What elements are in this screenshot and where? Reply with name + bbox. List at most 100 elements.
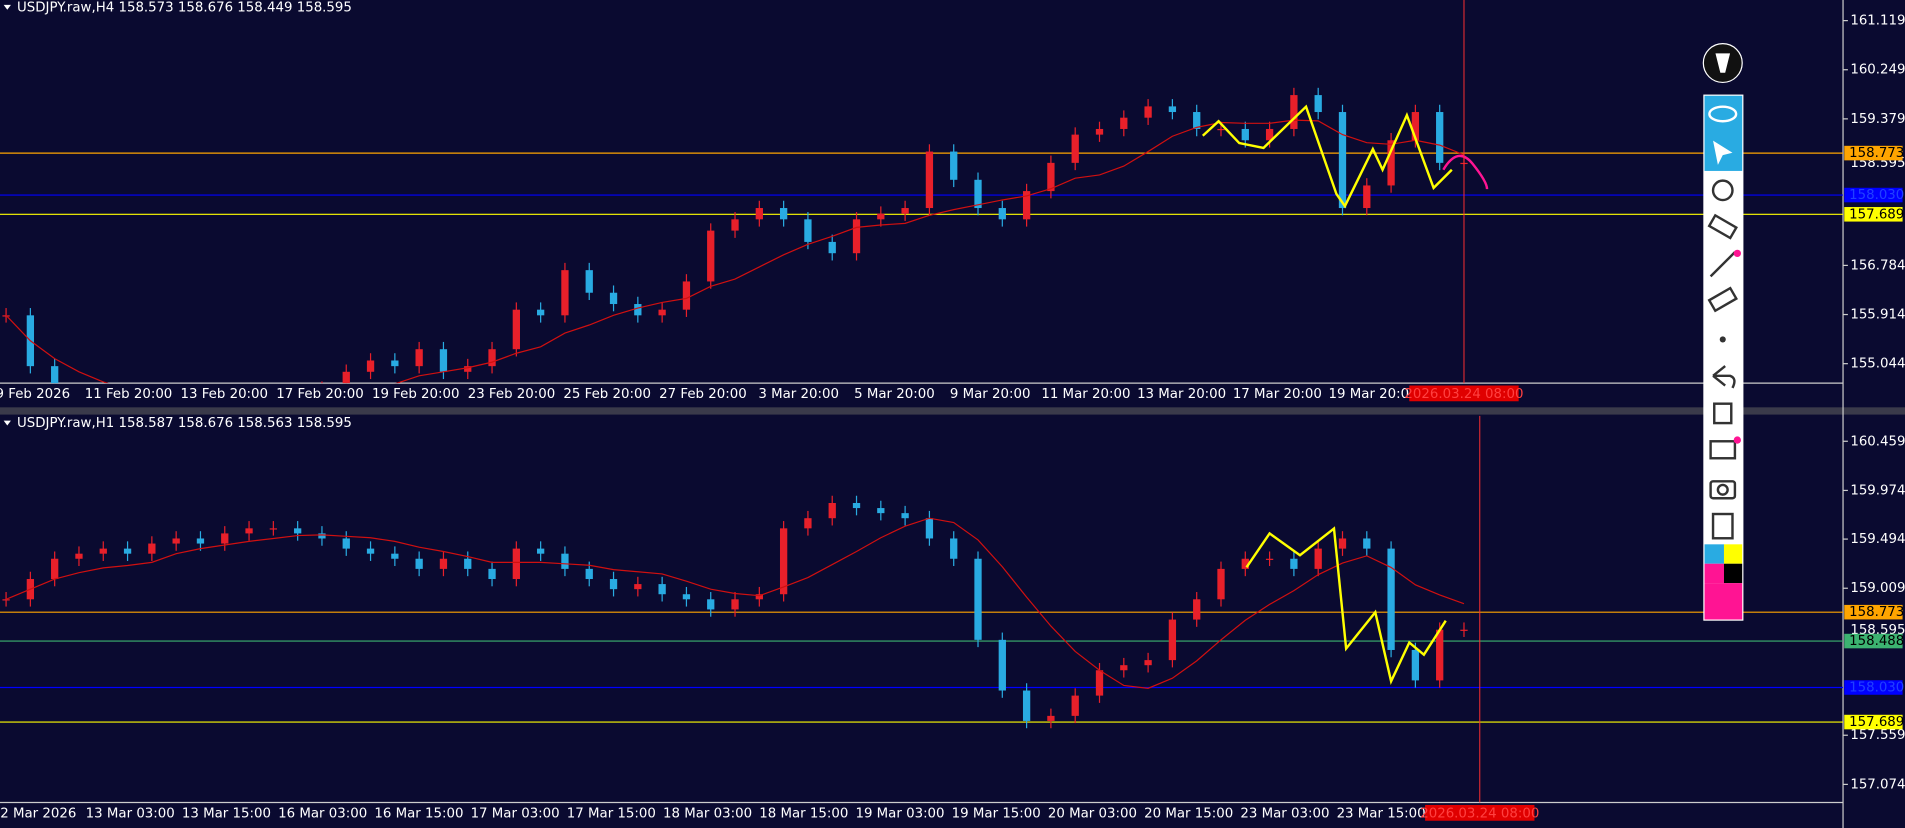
candle-body — [1022, 191, 1031, 220]
candle-body — [415, 558, 423, 569]
price-tick-label: 159.009 — [1850, 581, 1905, 596]
indicator-dot — [1733, 249, 1741, 258]
color-swatch[interactable] — [1704, 544, 1724, 564]
candle-body — [950, 151, 958, 180]
candle-body — [707, 599, 715, 610]
eraser-tool[interactable] — [1707, 213, 1738, 240]
dot-tool[interactable] — [1719, 336, 1726, 343]
candle-body — [1168, 619, 1177, 661]
level-tag — [1844, 187, 1903, 203]
magnet-tool[interactable] — [1711, 179, 1734, 202]
candle-body — [1338, 112, 1347, 209]
candle-body — [974, 179, 982, 209]
level-label: 157.689 — [1849, 715, 1904, 730]
candle-body — [804, 518, 812, 529]
price-tick-label: 156.784 — [1850, 258, 1905, 273]
time-label: 13 Mar 15:00 — [182, 806, 271, 821]
zigzag — [1201, 104, 1453, 209]
candle-body — [1290, 95, 1298, 129]
candle-body — [536, 309, 545, 316]
pen-tool[interactable] — [1707, 286, 1738, 313]
candle-body — [1095, 128, 1104, 135]
time-label: 17 Mar 03:00 — [471, 806, 560, 821]
time-label: 12 Mar 2026 — [0, 806, 76, 821]
line-tool[interactable] — [1709, 251, 1736, 278]
crosshair-tag — [1409, 385, 1519, 402]
time-label: 27 Feb 20:00 — [659, 387, 747, 402]
candle-body — [342, 538, 350, 549]
crosshair-label: 2026.03.24 08:00 — [1420, 806, 1539, 821]
candle-body — [439, 349, 448, 372]
candle-body — [1338, 538, 1347, 549]
candle-body — [1411, 649, 1420, 681]
screenshot-tool[interactable] — [1709, 480, 1737, 500]
template-tool[interactable] — [1709, 440, 1737, 460]
moving-average — [5, 517, 1465, 689]
candle-body — [682, 594, 691, 600]
candle-body — [1436, 629, 1444, 681]
time-label: 23 Mar 03:00 — [1240, 806, 1329, 821]
candle-body — [901, 513, 909, 519]
candle-body — [609, 292, 618, 305]
candle-body — [439, 558, 448, 569]
candle-body — [1460, 629, 1468, 631]
candle-body — [634, 304, 642, 316]
time-label: 19 Feb 20:00 — [372, 387, 460, 402]
delete-tool[interactable] — [1713, 402, 1733, 425]
candle-body — [707, 230, 715, 282]
lens — [1716, 483, 1729, 496]
candle-body — [779, 528, 788, 595]
level-label: 158.773 — [1849, 146, 1904, 161]
candle-body — [585, 270, 593, 293]
candle-body — [2, 599, 10, 601]
time-label: 18 Mar 03:00 — [663, 806, 752, 821]
candle-body — [1436, 112, 1444, 163]
time-label: 16 Mar 03:00 — [278, 806, 367, 821]
level-label: 158.030 — [1849, 680, 1904, 695]
zigzag — [1245, 526, 1447, 686]
color-swatch[interactable] — [1704, 563, 1724, 584]
price-tick-label: 157.559 — [1850, 728, 1905, 743]
chart-header: USDJPY.raw,H1 158.587 158.676 158.563 15… — [17, 416, 352, 431]
time-label: 9 Feb 2026 — [0, 387, 70, 402]
drawing-toolbar — [1702, 43, 1744, 621]
candle-body — [1241, 558, 1249, 569]
level-tag — [1844, 633, 1903, 649]
candle-body — [342, 371, 350, 384]
candle-body — [1314, 548, 1322, 569]
candle-body — [536, 548, 545, 554]
clipboard-tool[interactable] — [1711, 512, 1734, 540]
candle-body — [512, 309, 520, 350]
candle-body — [561, 553, 569, 569]
eye-tool[interactable] — [1708, 105, 1738, 123]
time-label: 19 Mar 20:00 — [1329, 387, 1418, 402]
level-tag — [1844, 604, 1903, 620]
candle-body — [609, 579, 618, 590]
candle-body — [1193, 112, 1201, 129]
candle-body — [148, 543, 156, 554]
candle-body — [464, 558, 472, 569]
candle-body — [974, 558, 982, 640]
candle-body — [925, 151, 934, 209]
cursor-tool[interactable] — [1713, 140, 1733, 165]
undo-tool[interactable] — [1712, 365, 1736, 389]
candle-body — [415, 349, 423, 367]
price-tick-label: 155.914 — [1850, 308, 1905, 323]
price-tick-label: 160.459 — [1850, 434, 1905, 449]
color-swatch[interactable] — [1723, 563, 1743, 584]
candle-body — [877, 508, 885, 514]
color-swatch[interactable] — [1704, 583, 1743, 620]
candle-body — [1071, 134, 1079, 163]
candle-body — [1387, 140, 1395, 186]
candle-body — [755, 594, 763, 600]
candle-body — [196, 538, 205, 544]
candle-body — [51, 366, 59, 384]
time-label: 5 Mar 20:00 — [854, 387, 935, 402]
time-label: 18 Mar 15:00 — [759, 806, 848, 821]
panel-separator — [0, 407, 1905, 415]
time-label: 11 Feb 20:00 — [85, 387, 173, 402]
candle-body — [950, 538, 958, 559]
color-swatch[interactable] — [1723, 544, 1743, 564]
candle-body — [731, 599, 739, 610]
